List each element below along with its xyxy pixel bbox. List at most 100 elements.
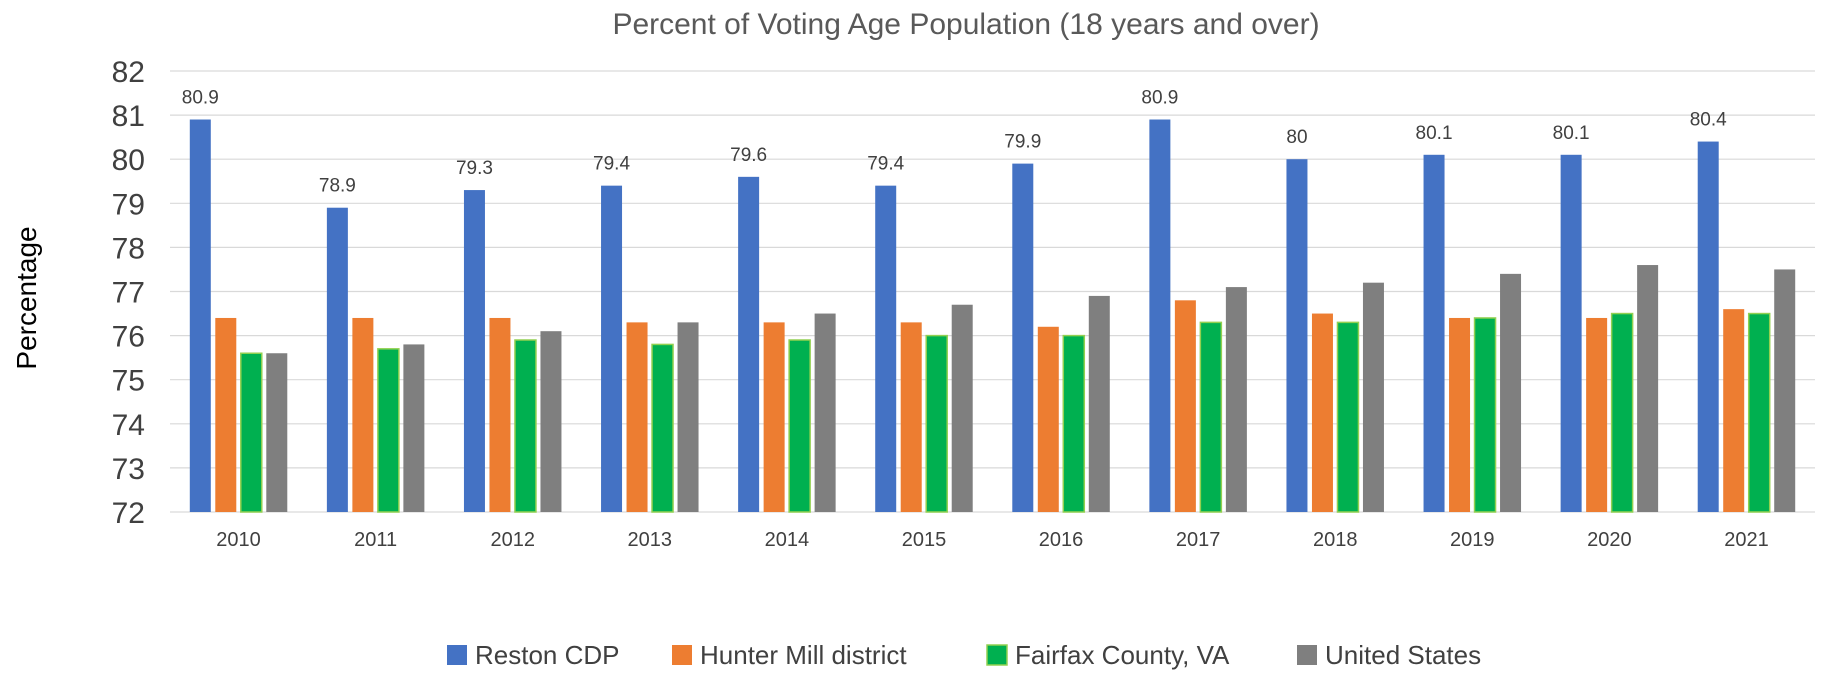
legend-label: Fairfax County, VA <box>1015 640 1230 670</box>
x-tick-label: 2014 <box>765 529 810 551</box>
y-tick-label: 80 <box>112 144 145 177</box>
bar <box>1500 273 1522 512</box>
bar <box>403 344 425 512</box>
data-label: 79.4 <box>593 154 630 175</box>
bar <box>1449 317 1471 512</box>
x-tick-label: 2019 <box>1450 529 1495 551</box>
data-label: 79.9 <box>1004 132 1041 153</box>
bar <box>189 119 211 512</box>
bar <box>1723 309 1745 512</box>
y-tick-label: 72 <box>112 497 145 530</box>
legend-label: Hunter Mill district <box>700 640 907 670</box>
y-tick-label: 79 <box>112 188 145 221</box>
bar <box>1149 119 1171 512</box>
data-labels: 80.9 78.9 79.3 79.4 79.6 79.4 79.9 80.9 80 80.1 80… <box>182 88 1727 197</box>
y-tick-label: 77 <box>112 277 145 310</box>
bar <box>1336 321 1360 513</box>
x-tick-label: 2011 <box>354 529 397 551</box>
data-label: 80.9 <box>1141 88 1178 109</box>
x-tick-label: 2012 <box>490 529 535 551</box>
x-tick-label: 2013 <box>628 529 673 551</box>
bar <box>215 317 237 512</box>
bar <box>925 334 948 513</box>
bar <box>1637 265 1659 512</box>
bar <box>352 317 374 512</box>
data-label: 78.9 <box>319 176 356 197</box>
x-tick-label: 2020 <box>1587 529 1632 551</box>
y-tick-label: 78 <box>112 232 145 265</box>
bar <box>1012 163 1034 513</box>
bar <box>1311 313 1333 512</box>
bar <box>1774 269 1796 512</box>
bar <box>1286 159 1308 512</box>
legend-swatch <box>1297 645 1317 665</box>
bar <box>489 317 511 512</box>
bar <box>626 322 648 512</box>
bar <box>677 322 699 512</box>
y-tick-label: 82 <box>112 56 145 89</box>
data-label: 79.4 <box>867 154 904 175</box>
bar <box>875 185 897 512</box>
bar <box>1747 312 1771 513</box>
bar <box>463 190 485 512</box>
gridlines <box>170 70 1815 513</box>
y-tick-label: 81 <box>112 100 145 133</box>
legend-swatch <box>672 645 692 665</box>
bar <box>1174 300 1196 512</box>
bar <box>514 339 537 513</box>
bar <box>738 176 760 512</box>
y-tick-label: 75 <box>112 365 145 398</box>
bar <box>377 348 400 513</box>
legend-label: Reston CDP <box>475 640 620 670</box>
y-axis-label: Percentage <box>11 226 42 369</box>
data-label: 80.1 <box>1416 123 1453 144</box>
data-label: 80.9 <box>182 88 219 109</box>
bar <box>1088 295 1110 512</box>
data-label: 80.4 <box>1690 110 1727 131</box>
x-tick-label: 2017 <box>1176 529 1221 551</box>
bar <box>1362 282 1384 512</box>
y-tick-label: 74 <box>112 409 145 442</box>
y-tick-label: 73 <box>112 453 145 486</box>
bar <box>1610 312 1634 513</box>
bar <box>900 322 922 512</box>
bar <box>814 313 836 512</box>
bar <box>1062 334 1086 513</box>
x-tick-label: 2010 <box>216 529 261 551</box>
x-tick-label: 2018 <box>1313 529 1358 551</box>
y-axis-ticks: 72 73 74 75 76 77 78 79 80 81 82 <box>112 56 145 530</box>
bar <box>1225 287 1247 512</box>
bar <box>1199 321 1223 513</box>
bar <box>540 331 562 512</box>
x-tick-label: 2021 <box>1724 529 1769 551</box>
bar <box>651 343 674 513</box>
data-label: 80 <box>1286 127 1307 148</box>
y-tick-label: 76 <box>112 321 145 354</box>
bar <box>1697 141 1719 512</box>
legend-swatch <box>447 645 467 665</box>
bar <box>601 185 623 512</box>
bar <box>1586 317 1608 512</box>
data-label: 79.6 <box>730 145 767 166</box>
legend-swatch <box>986 644 1008 666</box>
bar <box>240 352 263 513</box>
legend: Reston CDP Hunter Mill district Fairfax Co… <box>447 640 1481 670</box>
bars <box>189 119 1796 513</box>
bar <box>1473 317 1497 513</box>
data-label: 80.1 <box>1553 123 1590 144</box>
legend-label: United States <box>1325 640 1481 670</box>
bar <box>763 322 785 512</box>
x-axis-ticks: 2010 2011 2012 2013 2014 2015 2016 2017 2018 2019… <box>216 529 1768 551</box>
bar <box>326 207 348 512</box>
bar <box>951 304 973 512</box>
bar <box>788 339 811 513</box>
bar <box>1037 326 1059 512</box>
x-tick-label: 2015 <box>902 529 947 551</box>
bar <box>1560 154 1582 513</box>
bar <box>1423 154 1445 513</box>
x-tick-label: 2016 <box>1039 529 1084 551</box>
chart-title: Percent of Voting Age Population (18 yea… <box>612 8 1319 41</box>
bar <box>266 353 288 512</box>
data-label: 79.3 <box>456 158 493 179</box>
